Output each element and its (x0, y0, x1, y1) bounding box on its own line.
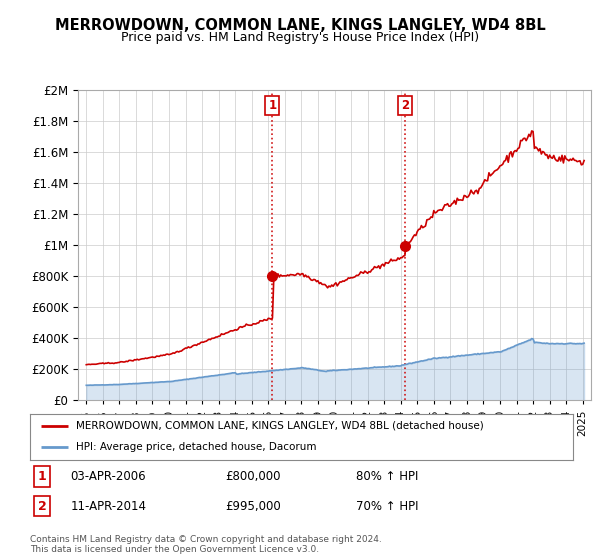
Text: 1: 1 (38, 470, 46, 483)
Text: MERROWDOWN, COMMON LANE, KINGS LANGLEY, WD4 8BL: MERROWDOWN, COMMON LANE, KINGS LANGLEY, … (55, 18, 545, 33)
Text: 2: 2 (401, 99, 409, 112)
Text: HPI: Average price, detached house, Dacorum: HPI: Average price, detached house, Daco… (76, 442, 317, 452)
Text: 11-APR-2014: 11-APR-2014 (71, 500, 147, 512)
Text: 03-APR-2006: 03-APR-2006 (71, 470, 146, 483)
Text: Contains HM Land Registry data © Crown copyright and database right 2024.: Contains HM Land Registry data © Crown c… (30, 535, 382, 544)
Text: Price paid vs. HM Land Registry's House Price Index (HPI): Price paid vs. HM Land Registry's House … (121, 31, 479, 44)
Text: 80% ↑ HPI: 80% ↑ HPI (356, 470, 418, 483)
Text: £995,000: £995,000 (226, 500, 281, 512)
Text: £800,000: £800,000 (226, 470, 281, 483)
Text: This data is licensed under the Open Government Licence v3.0.: This data is licensed under the Open Gov… (30, 545, 319, 554)
Text: 70% ↑ HPI: 70% ↑ HPI (356, 500, 418, 512)
Text: 1: 1 (268, 99, 277, 112)
Text: MERROWDOWN, COMMON LANE, KINGS LANGLEY, WD4 8BL (detached house): MERROWDOWN, COMMON LANE, KINGS LANGLEY, … (76, 421, 484, 431)
Text: 2: 2 (38, 500, 46, 512)
